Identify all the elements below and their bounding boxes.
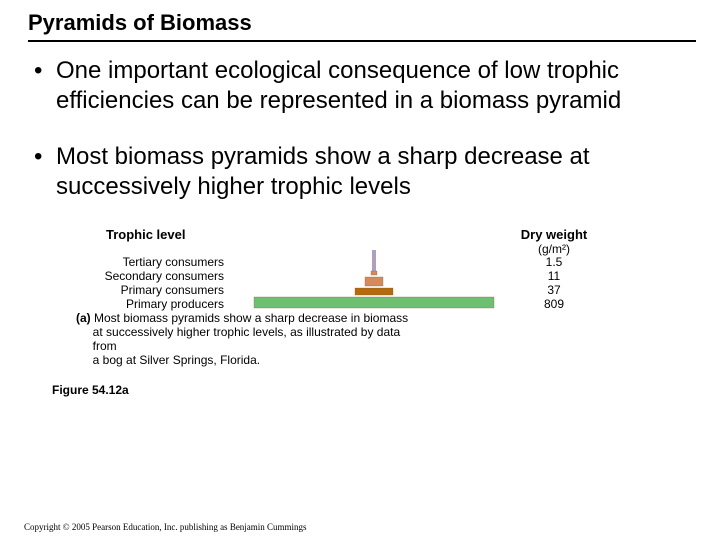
level-label: Primary producers <box>94 297 224 311</box>
dry-weight-unit: (g/m²) <box>514 242 594 256</box>
dry-weight-header: Dry weight <box>514 228 594 242</box>
caption-a-line: Most biomass pyramids show a sharp decre… <box>94 311 408 325</box>
bullet-item: One important ecological consequence of … <box>34 56 696 116</box>
level-label: Secondary consumers <box>84 269 224 283</box>
copyright-text: Copyright © 2005 Pearson Education, Inc.… <box>24 522 307 532</box>
bullet-list: One important ecological consequence of … <box>24 56 696 202</box>
level-label: Primary consumers <box>94 283 224 297</box>
level-value: 1.5 <box>514 255 594 269</box>
caption-a-line: at successively higher trophic levels, a… <box>93 325 400 339</box>
level-value: 809 <box>514 297 594 311</box>
caption-a-line: from <box>93 339 117 353</box>
level-label: Tertiary consumers <box>94 255 224 269</box>
biomass-pyramid-diagram: Trophic level Dry weight (g/m²) Tertiary… <box>44 228 684 413</box>
title-wrap: Pyramids of Biomass <box>24 10 696 42</box>
figure-reference: Figure 54.12a <box>52 383 129 397</box>
caption-a-label: (a) <box>76 311 91 325</box>
level-value: 37 <box>514 283 594 297</box>
slide: Pyramids of Biomass One important ecolog… <box>0 0 720 540</box>
bullet-item: Most biomass pyramids show a sharp decre… <box>34 142 696 202</box>
level-value: 11 <box>514 269 594 283</box>
caption-a-line: a bog at Silver Springs, Florida. <box>93 353 260 367</box>
caption-a: (a) Most biomass pyramids show a sharp d… <box>76 311 408 367</box>
trophic-level-header: Trophic level <box>106 228 185 242</box>
slide-title: Pyramids of Biomass <box>28 10 696 42</box>
pyramid-svg <box>244 246 504 316</box>
